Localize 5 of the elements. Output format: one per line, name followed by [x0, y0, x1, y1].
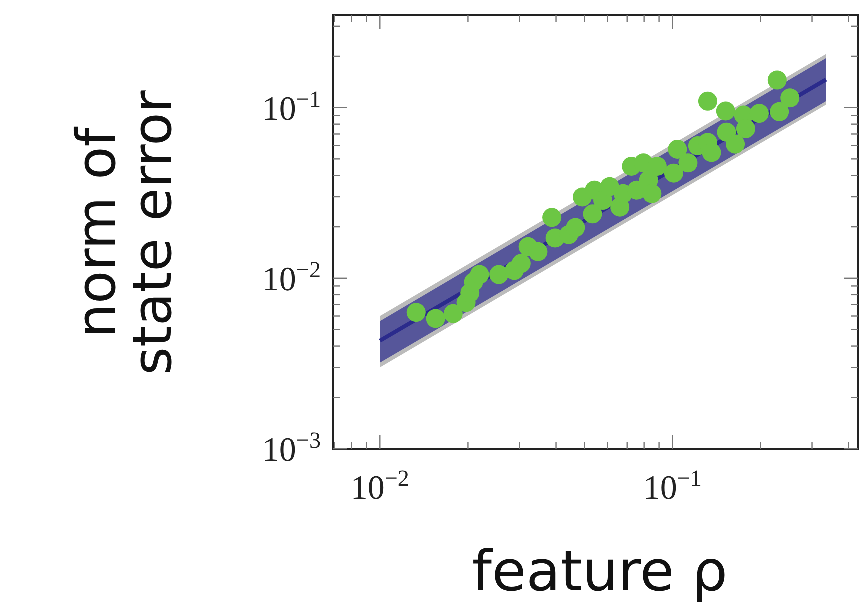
x-axis-title: feature ρ	[472, 540, 728, 604]
y-tick-label: 10$^{−1}$	[262, 86, 321, 128]
y-axis-title: norm of state error	[65, 90, 184, 376]
y-tick-label: 10$^{−3}$	[262, 428, 321, 469]
y-tick-label: 10$^{−2}$	[262, 257, 321, 298]
